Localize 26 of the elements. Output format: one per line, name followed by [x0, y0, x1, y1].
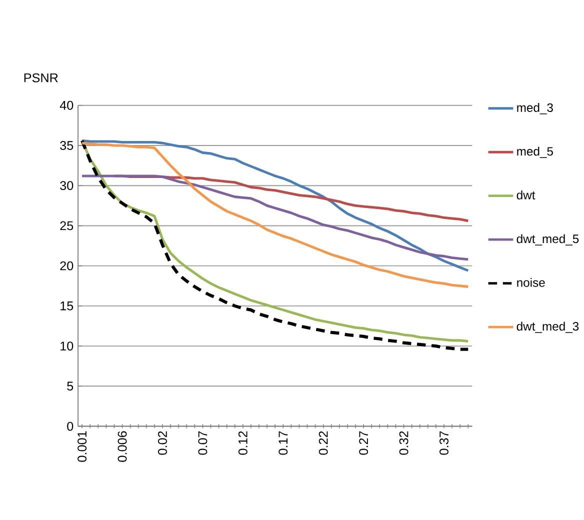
legend-label: dwt_med_3 — [516, 322, 579, 333]
legend-label: med_5 — [517, 146, 553, 158]
x-tick-label: 0.001 — [78, 431, 87, 462]
legend-label: med_3 — [517, 103, 553, 114]
y-tick-label: 40 — [60, 100, 74, 110]
x-tick-label: 0.32 — [399, 431, 408, 455]
x-tick-label: 0.07 — [198, 431, 208, 455]
x-tick-label: 0.22 — [318, 431, 328, 455]
x-tick-label: 0.006 — [118, 431, 127, 462]
x-tick-label: 0.02 — [158, 431, 167, 455]
x-tick-label: 0.17 — [278, 431, 288, 455]
y-tick-label: 10 — [60, 342, 74, 351]
y-tick-label: 5 — [67, 382, 74, 391]
y-tick-label: 0 — [67, 422, 74, 431]
y-tick-label: 25 — [60, 221, 74, 230]
chart-title: PSNR — [24, 73, 58, 82]
y-tick-label: 30 — [60, 181, 74, 190]
x-tick-label: 0.37 — [440, 431, 448, 455]
y-tick-label: 15 — [60, 302, 74, 310]
legend-label: dwt_med_5 — [516, 234, 579, 246]
x-tick-label: 0.12 — [238, 431, 248, 455]
legend-label: dwt — [516, 190, 536, 200]
y-tick-label: 35 — [60, 141, 74, 150]
x-tick-label: 0.27 — [359, 431, 368, 455]
y-tick-label: 20 — [60, 261, 74, 270]
legend-label: noise — [517, 278, 545, 287]
